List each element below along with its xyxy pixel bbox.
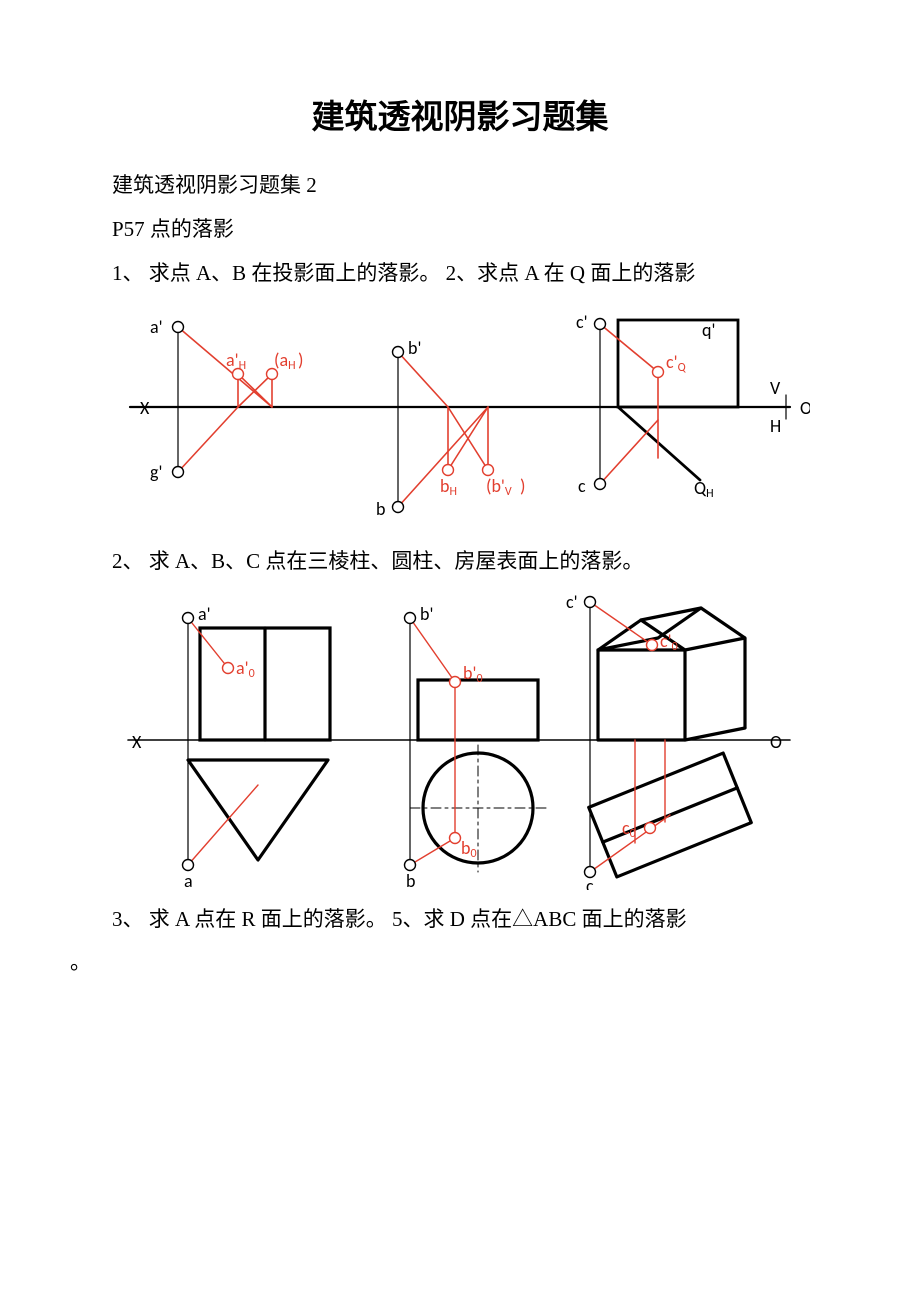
svg-text:c0: c0 <box>622 817 636 841</box>
svg-text:QH: QH <box>694 477 714 501</box>
svg-text:H: H <box>770 415 781 437</box>
figure-2: X Oa' a a'0 b' b b'0 b0 c' c c'0 c0 <box>110 590 810 890</box>
paragraph-3: 1、 求点 A、B 在投影面上的落影。 2、求点 A 在 Q 面上的落影 <box>70 254 850 294</box>
svg-text:bH: bH <box>440 475 457 499</box>
paragraph-4: 2、 求 A、B、C 点在三棱柱、圆柱、房屋表面上的落影。 <box>70 542 850 582</box>
document-page: 建筑透视阴影习题集 建筑透视阴影习题集 2 P57 点的落影 1、 求点 A、B… <box>0 0 920 1023</box>
svg-text:b': b' <box>408 337 421 359</box>
svg-text:(aH: (aH <box>274 349 296 373</box>
svg-text:b'0: b'0 <box>463 662 483 686</box>
svg-text:a: a <box>184 870 193 890</box>
svg-text:V: V <box>770 377 781 399</box>
svg-text:b': b' <box>420 603 433 625</box>
svg-text:c': c' <box>566 591 578 613</box>
svg-text:c: c <box>578 475 586 497</box>
paragraph-1: 建筑透视阴影习题集 2 <box>70 166 850 206</box>
svg-text:b: b <box>376 498 385 520</box>
paragraph-5: 3、 求 A 点在 R 面上的落影。 5、求 D 点在△ABC 面上的落影 <box>70 900 850 940</box>
paragraph-6: 。 <box>70 943 850 983</box>
svg-text:O: O <box>800 397 810 419</box>
svg-text:O: O <box>770 731 782 753</box>
figure-1-wrap: X VHOa' g' a'H (aH) b' b bH (b'V) c' c q' c'Q QH <box>70 302 850 532</box>
paragraph-2: P57 点的落影 <box>70 210 850 250</box>
svg-text:a'H: a'H <box>226 349 246 373</box>
svg-text:c: c <box>586 875 594 890</box>
svg-text:a'0: a'0 <box>236 657 255 681</box>
svg-text:c'Q: c'Q <box>666 351 687 375</box>
figure-1: X VHOa' g' a'H (aH) b' b bH (b'V) c' c q' c'Q QH <box>110 302 810 532</box>
svg-text:g': g' <box>150 461 162 483</box>
title: 建筑透视阴影习题集 <box>70 90 850 138</box>
figure-2-wrap: X Oa' a a'0 b' b b'0 b0 c' c c'0 c0 <box>70 590 850 890</box>
svg-text:): ) <box>520 475 525 497</box>
svg-text:a': a' <box>198 603 211 625</box>
svg-text:b: b <box>406 870 415 890</box>
svg-text:q': q' <box>702 319 715 341</box>
svg-text:(b'V: (b'V <box>486 475 512 499</box>
svg-text:c': c' <box>576 311 588 333</box>
svg-text:): ) <box>298 349 303 371</box>
svg-text:c'0: c'0 <box>660 630 678 654</box>
svg-text:X: X <box>132 731 142 753</box>
svg-text:a': a' <box>150 316 163 338</box>
svg-text:b0: b0 <box>461 837 477 861</box>
svg-text:X: X <box>140 397 150 419</box>
